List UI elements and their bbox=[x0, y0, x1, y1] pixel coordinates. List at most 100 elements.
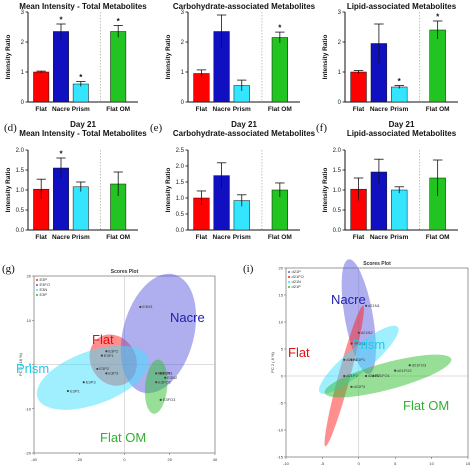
y-tick-label: 0.0 bbox=[333, 228, 342, 234]
y-tick-label: 1 bbox=[338, 70, 342, 76]
group-name-label: Nacre bbox=[331, 292, 366, 307]
legend-marker bbox=[36, 284, 38, 286]
y-tick-label: 0.5 bbox=[16, 208, 25, 214]
legend-label: d21P bbox=[292, 269, 302, 274]
x-tick-label: 20 bbox=[168, 457, 173, 462]
category-label: Flat bbox=[35, 106, 47, 113]
legend-marker bbox=[288, 281, 290, 283]
y-axis-label: Intensity Ratio bbox=[5, 168, 12, 213]
bar-prism bbox=[72, 186, 89, 231]
y-tick-label: 0 bbox=[338, 100, 342, 106]
category-label: Flat bbox=[196, 106, 208, 113]
point-label: E3N2 bbox=[167, 375, 178, 380]
category-label: Nacre bbox=[52, 234, 70, 241]
score-point bbox=[357, 331, 360, 334]
category-label: Flat OM bbox=[268, 234, 292, 241]
score-point bbox=[155, 372, 158, 375]
y-tick-label: 10 bbox=[279, 320, 284, 325]
category-label: Prism bbox=[390, 234, 408, 241]
bar-chart-1: Mean Intensity - Total Metabolites 0 1 2 3 In… bbox=[5, 2, 147, 113]
score-point bbox=[66, 389, 70, 393]
category-label: Flat bbox=[353, 106, 365, 113]
category-label: Flat OM bbox=[426, 106, 450, 113]
group-name-label: Prism bbox=[352, 337, 385, 352]
score-point bbox=[139, 305, 142, 309]
legend-marker bbox=[288, 271, 290, 273]
legend-label: E3P bbox=[40, 277, 48, 282]
legend-marker bbox=[36, 294, 38, 296]
x-tick-label: 5 bbox=[394, 461, 397, 466]
score-point bbox=[394, 369, 397, 372]
score-point bbox=[159, 398, 162, 401]
category-label: Flat OM bbox=[268, 106, 292, 113]
legend-marker bbox=[36, 279, 38, 281]
category-label: Prism bbox=[390, 106, 408, 113]
significance-star: * bbox=[117, 17, 121, 26]
x-tick-label: 40 bbox=[213, 457, 218, 462]
category-label: Nacre bbox=[370, 234, 388, 241]
point-label: d21P1 bbox=[354, 357, 366, 362]
legend-label: d21FO bbox=[292, 274, 304, 279]
y-tick-label: 5 bbox=[281, 347, 284, 352]
category-label: Prism bbox=[233, 106, 251, 113]
score-point bbox=[350, 385, 353, 388]
score-point bbox=[105, 350, 108, 353]
y-axis-label: PC 2 ( 18 %) bbox=[18, 352, 23, 376]
y-tick-label: 10 bbox=[27, 318, 32, 323]
y-axis-label: Intensity Ratio bbox=[165, 168, 172, 213]
y-tick-label: 3 bbox=[21, 10, 25, 16]
score-point bbox=[364, 304, 368, 307]
point-label: E3FO3 bbox=[163, 397, 176, 402]
score-point bbox=[155, 381, 158, 384]
bar-prism bbox=[72, 83, 89, 103]
y-tick-label: 2 bbox=[338, 40, 342, 46]
significance-star: * bbox=[278, 24, 282, 33]
bar-flat bbox=[350, 71, 367, 103]
group-name-label: Nacre bbox=[170, 310, 205, 325]
category-label: Flat bbox=[353, 234, 365, 241]
score-point bbox=[82, 381, 85, 384]
y-tick-label: 0 bbox=[29, 362, 32, 367]
scores-plot-2: (i) Scores Plot-10 -5 0 5 10 15-15-10-50510152… bbox=[243, 259, 471, 466]
y-tick-label: 20 bbox=[27, 274, 32, 279]
legend-label: d21N bbox=[292, 279, 302, 284]
legend-marker bbox=[288, 286, 290, 288]
category-label: Nacre bbox=[213, 234, 231, 241]
significance-star: * bbox=[436, 13, 440, 22]
category-label: Nacre bbox=[370, 106, 388, 113]
x-tick-label: 0 bbox=[358, 461, 361, 466]
score-point bbox=[96, 367, 99, 371]
bar-prism bbox=[391, 189, 408, 231]
bar-flat bbox=[33, 71, 50, 103]
y-tick-label: 3 bbox=[181, 10, 185, 16]
y-tick-label: 1.5 bbox=[333, 168, 342, 174]
point-label: E3P1 bbox=[70, 388, 81, 393]
category-label: Flat bbox=[35, 234, 47, 241]
y-axis-label: Intensity Ratio bbox=[322, 168, 329, 213]
x-tick-label: 15 bbox=[466, 461, 471, 466]
y-tick-label: 15 bbox=[279, 293, 284, 298]
x-tick-label: -10 bbox=[283, 461, 290, 466]
point-label: E3N1 bbox=[163, 371, 174, 376]
group-name-label: Prism bbox=[16, 361, 49, 376]
ellipse-prism bbox=[36, 345, 149, 410]
panel-label: (g) bbox=[2, 263, 15, 275]
point-label: E3FO2 bbox=[158, 379, 171, 384]
bar-nacre bbox=[53, 31, 69, 103]
category-label: Prism bbox=[72, 234, 90, 241]
bar-chart-3: Lipid-associated Metabolites 0 1 2 3 Intensit… bbox=[322, 2, 458, 113]
point-label: d21N1 bbox=[368, 303, 381, 308]
group-name-label: Flat bbox=[288, 345, 310, 360]
x-tick-label: -40 bbox=[31, 457, 38, 462]
chart-title: Mean Intensity - Total Metabolites bbox=[19, 2, 147, 11]
score-point bbox=[159, 372, 162, 375]
plot-frame bbox=[285, 267, 469, 458]
chart-subtitle: Day 21 bbox=[70, 120, 96, 129]
bar-prism bbox=[391, 86, 408, 103]
y-axis-label: Intensity Ratio bbox=[322, 35, 329, 80]
chart-subtitle: Day 21 bbox=[231, 120, 257, 129]
